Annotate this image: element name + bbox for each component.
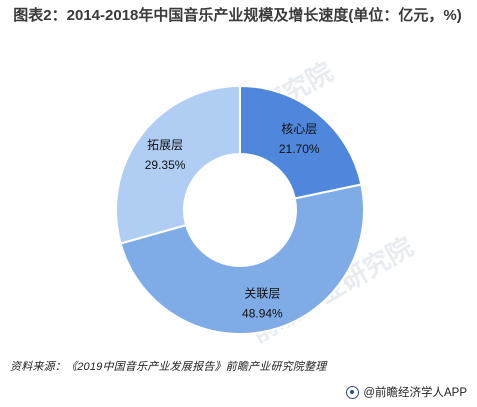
- slice-1: [239, 84, 363, 200]
- slice-2: [119, 183, 365, 335]
- slice-value-label: 21.70%: [279, 142, 320, 156]
- source-note: 资料来源：《2019中国音乐产业发展报告》前瞻产业研究院整理: [10, 361, 327, 373]
- slice-3: [115, 84, 241, 245]
- brand-text: @前瞻经济学人APP: [363, 387, 467, 399]
- slices: [115, 84, 365, 335]
- brand-mark: @前瞻经济学人APP: [346, 384, 467, 400]
- slice-category-label: 核心层: [281, 122, 317, 136]
- slice-value-label: 29.35%: [145, 158, 186, 172]
- chart-title: 图表2：2014-2018年中国音乐产业规模及增长速度(单位：亿元，%): [13, 7, 462, 24]
- slice-value-label: 48.94%: [242, 306, 283, 320]
- slice-category-label: 关联层: [244, 286, 280, 300]
- slice-category-label: 拓展层: [147, 138, 183, 152]
- brand-logo-icon: [346, 385, 360, 399]
- slice-labels: 核心层 21.70% 关联层 48.94% 拓展层 29.35%: [145, 122, 320, 320]
